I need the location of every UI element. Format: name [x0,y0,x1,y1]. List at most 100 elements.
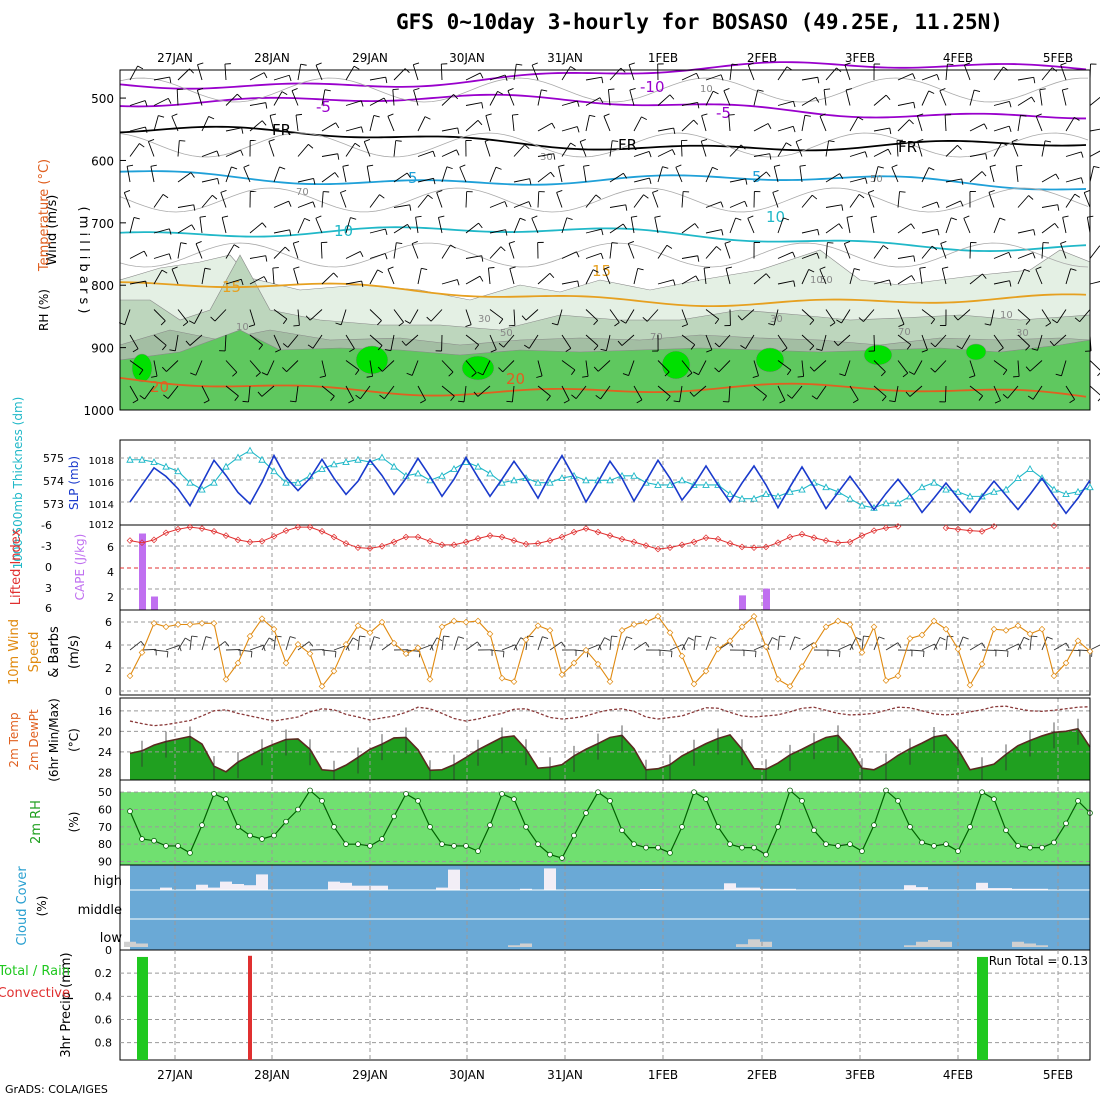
wind-barb-flag [305,315,311,321]
top-day-label: 3FEB [845,51,875,65]
top-day-label: 5FEB [1043,51,1073,65]
wind-barb-flag [868,189,875,193]
wind-barb [681,223,696,234]
wind-barb [753,385,767,397]
wind10-marker [582,646,590,654]
wind-barb-flag [508,241,515,244]
wind-barb-flag [1074,116,1080,121]
lifted-tick-label: 6 [45,602,52,615]
thickness-marker [162,462,170,470]
wind10-marker [162,623,170,631]
rh-contour-label: 70 [296,187,309,198]
wind-barb [430,309,443,322]
wind-barb-flag [319,375,326,378]
wind10-barb [417,644,432,651]
thickness-marker [126,455,134,463]
wind-barb-flag [288,75,292,82]
wind-barb-flag [752,375,759,378]
wind-barb [393,309,404,323]
wind10-marker [390,639,398,647]
wind-barb-flag [917,113,924,117]
precip-frame [119,949,1091,1061]
wind-barb [342,166,347,183]
wind-barb-flag [349,348,355,353]
wind-barb-flag [546,395,551,401]
wind-barb-flag [171,113,178,117]
wind-barb-flag [595,395,601,400]
wind-barb [345,100,362,106]
wind10-marker [534,622,542,629]
wind-barb-flag [504,201,508,208]
wind-barb-flag [477,371,484,376]
wind-barb-flag [772,189,779,193]
lifted-marker [942,524,950,532]
thickness-marker [822,483,830,491]
rh2m-marker [979,789,985,795]
wind-barb-flag [589,114,596,118]
wind-barb-flag [571,394,577,399]
thickness-marker [702,480,710,488]
wind10-marker [690,680,698,688]
isotherm-label: 20 [150,378,169,396]
cloud-low-bar [748,939,760,947]
wind-barb [441,149,457,157]
wind-barb-flag [377,345,383,351]
wind-barb [705,74,722,81]
wind10-barb [909,649,924,652]
wind-barb-flag [1025,319,1031,325]
wind-barb-flag [484,139,491,142]
lifted-marker [210,528,218,535]
lifted-marker [174,525,182,533]
thickness-marker [210,478,218,486]
cape-bar [739,595,746,610]
wind-barb [1061,360,1067,376]
wind10-barb [261,637,270,651]
wind-barb-flag [666,244,673,249]
wind-barb [153,115,159,132]
wind-barb-flag [438,215,445,218]
wind-barb [957,309,971,321]
wind-barb [849,268,855,285]
isotherm--10 [119,61,1087,90]
rh-core-2 [461,355,495,381]
wind-barb [489,91,498,106]
wind-barb [225,93,238,106]
wind-barb [266,360,275,376]
wind10-barb-flag [561,641,566,648]
wind-barb [630,217,635,234]
wind-barb [1041,204,1058,208]
wind-barb [489,201,506,208]
wind-barb-flag [899,191,906,193]
lifted-marker [822,537,830,544]
lifted-marker [726,540,734,547]
lifted-marker [846,538,854,546]
wind-barb [221,217,227,234]
wind-barb [1041,309,1052,324]
thickness-marker [738,494,746,502]
rh2m-marker [199,822,205,828]
wind-barb-flag [839,173,844,179]
wind-barb [801,115,806,132]
wind-barb-flag [592,269,599,273]
dewpoint-line [129,705,1091,727]
rh2m-marker [1051,839,1057,846]
wind-barb [393,223,408,234]
rh2m-marker [907,824,913,830]
temp2m-ylabel: (°C) [67,728,81,752]
wind-barb-flag [415,215,422,218]
wind-barb [369,253,386,259]
wind-barb-flag [671,149,676,156]
wind10-barb [441,636,444,651]
wind10-barb [321,649,336,652]
wind-barb-flag [222,215,229,218]
wind-barb [863,309,875,322]
rh-contour-label: 30 [478,314,491,325]
temp2m-tick-label: 24 [98,746,112,759]
wind10-barb [837,643,851,651]
wind-barb [628,360,635,376]
wind10-barb [369,636,375,651]
wind-barb-flag [261,222,267,228]
wind-barb [249,102,266,106]
wind-barb-flag [367,164,374,167]
wind-barb-flag [833,340,839,346]
